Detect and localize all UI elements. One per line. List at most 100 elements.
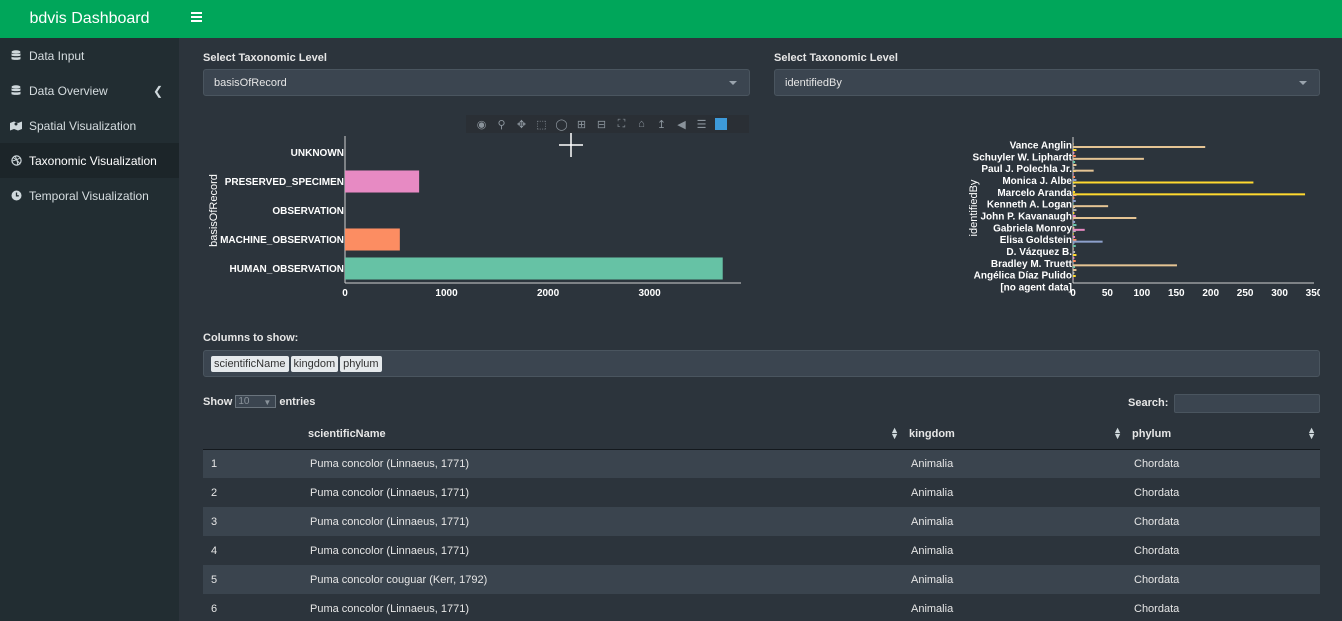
sidebar-item-spatial-visualization[interactable]: Spatial Visualization [0, 108, 179, 143]
y-tick-label: Bradley M. Truett [991, 259, 1073, 270]
box-select-icon[interactable]: ⬚ [536, 118, 547, 131]
bar [1073, 167, 1075, 169]
crosshair-cursor-icon [559, 133, 583, 157]
bar [1073, 215, 1076, 217]
table-row[interactable]: 4 Puma concolor (Linnaeus, 1771) Animali… [203, 536, 1320, 565]
table-row[interactable]: 2 Puma concolor (Linnaeus, 1771) Animali… [203, 478, 1320, 507]
hover-compare-icon[interactable]: ☰ [696, 118, 707, 131]
column-tag[interactable]: scientificName [211, 355, 289, 372]
x-tick-label: 50 [1102, 288, 1114, 299]
y-tick-label: Kenneth A. Logan [987, 200, 1072, 211]
app-brand: bdvis Dashboard [0, 0, 179, 38]
bar [345, 228, 400, 251]
sidebar-item-data-overview[interactable]: Data Overview ❮ [0, 73, 179, 108]
cell-kingdom: Animalia [903, 536, 1126, 565]
bar [1073, 236, 1076, 238]
bar [1073, 272, 1075, 274]
app-title: bdvis Dashboard [29, 10, 150, 27]
reset-axes-icon[interactable]: ⌂ [638, 118, 645, 130]
plot-modebar: ◉ ⚲ ✥ ⬚ ◯ ⊞ ⊟ ⛶ ⌂ ↥ ◀ ☰ [466, 115, 749, 133]
zoom-in-icon[interactable]: ⊞ [576, 118, 587, 131]
x-tick-label: 250 [1237, 288, 1254, 299]
sidebar-toggle-icon[interactable] [191, 12, 202, 24]
column-header-scientificname[interactable]: scientificName ▲ ▼ [302, 419, 903, 450]
y-tick-label: Elisa Goldstein [1000, 235, 1072, 246]
columns-to-show-label: Columns to show: [203, 332, 299, 344]
x-tick-label: 2000 [537, 288, 560, 299]
column-header-kingdom[interactable]: kingdom ▲ ▼ [903, 419, 1126, 450]
cell-phylum: Chordata [1126, 478, 1320, 507]
bar [345, 170, 420, 193]
bar [1073, 164, 1077, 166]
hover-closest-icon[interactable]: ◀ [677, 118, 686, 131]
autoscale-icon[interactable]: ⛶ [617, 117, 626, 130]
bar [1073, 152, 1075, 154]
cell-phylum: Chordata [1126, 536, 1320, 565]
y-axis-title: identifiedBy [968, 179, 980, 236]
bar [1073, 227, 1075, 229]
column-tag[interactable]: kingdom [290, 355, 339, 372]
column-tag[interactable]: phylum [340, 355, 382, 372]
plotly-logo-icon[interactable] [715, 118, 727, 130]
cell-kingdom: Animalia [903, 507, 1126, 536]
y-axis-title: basisOfRecord [208, 174, 220, 247]
caret-down-icon [1299, 81, 1307, 85]
sidebar-item-label: Data Overview [29, 83, 108, 98]
bar [1073, 146, 1206, 148]
sidebar-item-temporal-visualization[interactable]: Temporal Visualization [0, 178, 179, 213]
table-row[interactable]: 5 Puma concolor couguar (Kerr, 1792) Ani… [203, 565, 1320, 594]
columns-multiselect[interactable]: scientificName kingdom phylum [203, 350, 1320, 377]
table-row[interactable]: 3 Puma concolor (Linnaeus, 1771) Animali… [203, 507, 1320, 536]
x-tick-label: 350 [1306, 288, 1320, 299]
bar [1073, 257, 1075, 259]
bar [1073, 205, 1109, 208]
basis-of-record-chart[interactable]: HUMAN_OBSERVATION MACHINE_OBSERVATION OBSE… [203, 130, 743, 305]
y-tick-label: [no agent data] [1000, 283, 1072, 294]
cell-kingdom: Animalia [903, 594, 1126, 621]
cell-scientificname: Puma concolor (Linnaeus, 1771) [302, 507, 903, 536]
bar [1073, 155, 1076, 157]
cell-scientificname: Puma concolor (Linnaeus, 1771) [302, 536, 903, 565]
zoom-icon[interactable]: ⚲ [497, 118, 506, 131]
right-taxonomic-level-select[interactable]: identifiedBy [774, 69, 1320, 96]
y-tick-label: PRESERVED_SPECIMEN [225, 177, 344, 188]
bar [1073, 230, 1076, 232]
spike-lines-icon[interactable]: ↥ [656, 118, 667, 131]
x-tick-label: 100 [1134, 288, 1151, 299]
bar [1073, 278, 1074, 280]
column-header-phylum[interactable]: phylum ▲ ▼ [1126, 419, 1320, 450]
sort-icon: ▲ ▼ [890, 425, 899, 441]
table-row[interactable]: 1 Puma concolor (Linnaeus, 1771) Animali… [203, 449, 1320, 478]
y-tick-label: OBSERVATION [272, 206, 344, 217]
y-tick-label: John P. Kavanaugh [980, 212, 1072, 223]
y-tick-label: Vance Anglin [1010, 141, 1072, 152]
entries-label: entries [279, 395, 316, 408]
x-tick-label: 300 [1271, 288, 1288, 299]
sidebar-item-data-input[interactable]: Data Input [0, 38, 179, 73]
page-length-select[interactable]: 10 ▼ [235, 395, 277, 408]
table-row[interactable]: 6 Puma concolor (Linnaeus, 1771) Animali… [203, 594, 1320, 621]
bar [1073, 245, 1076, 247]
zoom-out-icon[interactable]: ⊟ [596, 118, 607, 131]
bar [1073, 169, 1094, 172]
pan-icon[interactable]: ✥ [516, 118, 527, 131]
camera-icon[interactable]: ◉ [476, 118, 487, 131]
sidebar-item-taxonomic-visualization[interactable]: Taxonomic Visualization [0, 143, 179, 178]
caret-down-icon: ▼ [263, 398, 272, 407]
bar [1073, 266, 1076, 268]
x-tick-label: 150 [1168, 288, 1185, 299]
bar [1073, 263, 1074, 265]
cell-scientificname: Puma concolor couguar (Kerr, 1792) [302, 565, 903, 594]
y-tick-label: Marcelo Aranda [997, 188, 1072, 199]
bar [1073, 203, 1074, 205]
left-taxonomic-level-select[interactable]: basisOfRecord [203, 69, 750, 96]
bar [1073, 185, 1076, 187]
table-search-input[interactable] [1174, 394, 1320, 413]
lasso-select-icon[interactable]: ◯ [555, 118, 568, 131]
header-label: scientificName [308, 427, 386, 440]
right-select-label: Select Taxonomic Level [774, 52, 898, 64]
x-tick-label: 0 [1070, 288, 1076, 299]
cell-kingdom: Animalia [903, 565, 1126, 594]
cell-kingdom: Animalia [903, 478, 1126, 507]
